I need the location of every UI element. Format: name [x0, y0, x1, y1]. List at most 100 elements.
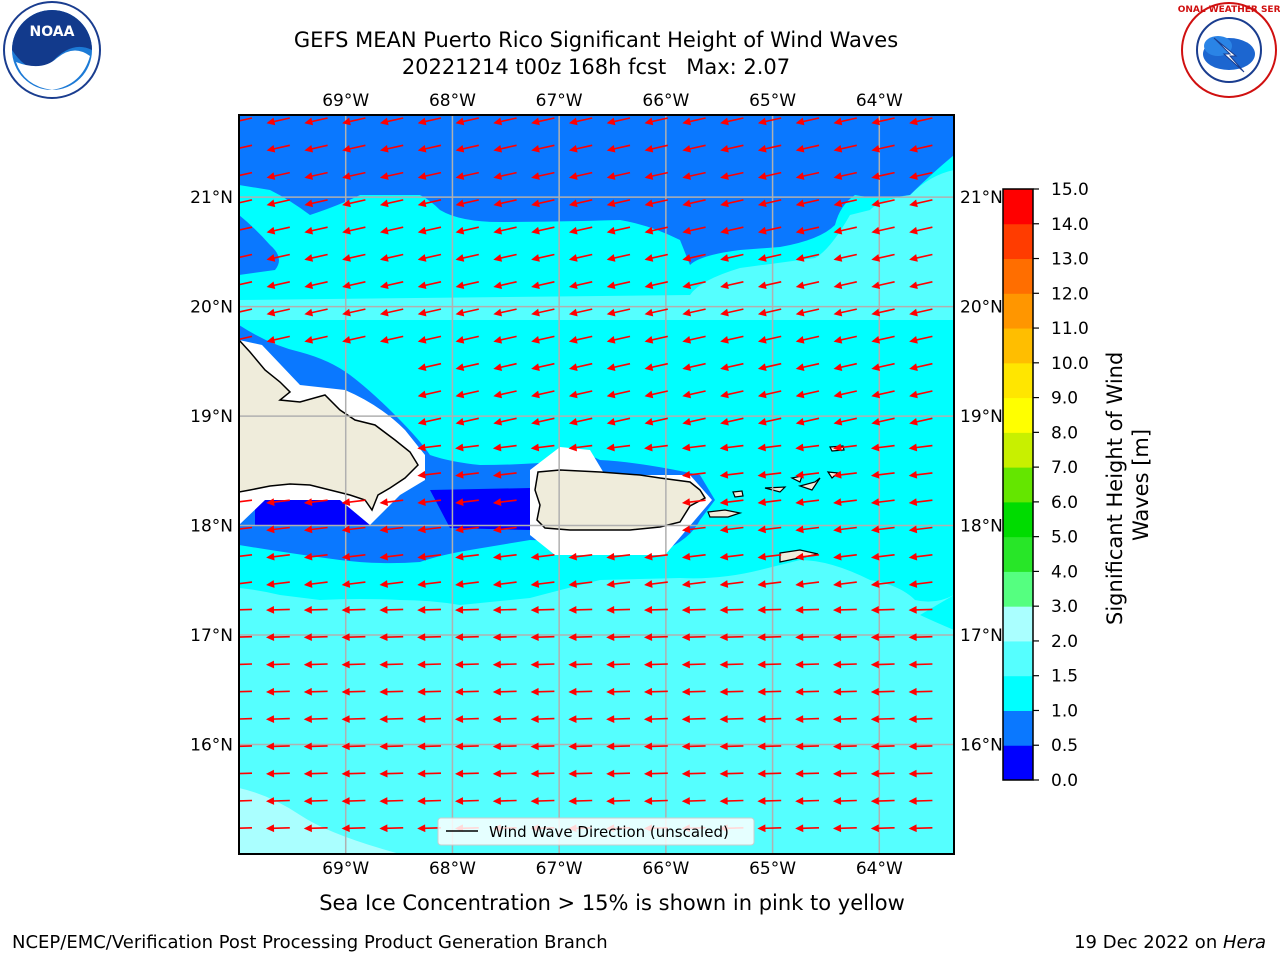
wave-direction-arrow — [644, 226, 668, 235]
lon-tick-label: 69°W — [322, 91, 369, 111]
wave-direction-arrow — [832, 687, 857, 696]
wave-direction-arrow — [530, 660, 555, 669]
wave-direction-arrow — [341, 797, 366, 805]
wave-direction-arrow — [493, 362, 517, 371]
wave-direction-arrow — [342, 117, 366, 126]
wave-direction-arrow — [454, 687, 479, 696]
wave-direction-arrow — [719, 580, 744, 588]
wave-direction-arrow — [720, 308, 744, 317]
wave-direction-arrow — [606, 199, 631, 208]
wave-direction-arrow — [643, 715, 668, 723]
island-vieques — [707, 509, 743, 518]
wave-direction-arrow — [681, 660, 706, 669]
wave-direction-arrow — [757, 769, 782, 778]
wave-direction-arrow — [757, 117, 782, 126]
colorbar — [1002, 188, 1034, 781]
wave-direction-arrow — [644, 144, 668, 153]
wave-direction-arrow — [531, 390, 555, 399]
wave-direction-arrow — [492, 498, 517, 506]
wave-direction-arrow — [568, 144, 593, 153]
wave-direction-arrow — [833, 362, 857, 371]
wave-direction-arrow — [795, 171, 820, 180]
wave-direction-arrow — [606, 552, 631, 561]
wave-direction-arrow — [757, 660, 782, 669]
wave-direction-arrow — [342, 226, 366, 235]
wave-direction-arrow — [341, 742, 366, 751]
wave-direction-arrow — [681, 580, 706, 588]
wave-direction-arrow — [239, 635, 253, 638]
colorbar-tick-label: 6.0 — [1051, 493, 1078, 513]
wave-direction-arrow — [568, 281, 593, 290]
wave-direction-arrow — [341, 687, 366, 696]
wave-direction-arrow — [833, 580, 857, 588]
wave-direction-arrow — [606, 687, 631, 696]
wave-direction-arrow — [239, 799, 253, 802]
wave-direction-arrow — [795, 498, 820, 506]
lat-tick-label-right: 19°N — [960, 407, 1003, 427]
colorbar-segment — [1003, 536, 1033, 572]
colorbar-label: Significant Height of Wind Waves [m] — [1103, 345, 1153, 625]
wave-direction-arrow — [455, 525, 479, 534]
wave-direction-arrow — [795, 470, 820, 479]
wave-direction-arrow — [303, 633, 328, 642]
wave-direction-arrow — [531, 199, 555, 208]
wave-direction-arrow — [833, 335, 857, 344]
lat-tick-label-left: 21°N — [190, 188, 233, 208]
wave-direction-arrow — [417, 417, 442, 426]
lon-tick-label: 65°W — [749, 859, 796, 879]
wave-direction-arrow — [266, 253, 290, 262]
wave-direction-arrow — [681, 498, 706, 506]
colorbar-tick-label: 7.0 — [1051, 458, 1078, 478]
wave-direction-arrow — [833, 281, 857, 290]
lon-tick-label: 64°W — [856, 91, 903, 111]
wave-direction-arrow — [417, 470, 442, 479]
wave-direction-arrow — [682, 253, 706, 262]
wave-direction-arrow — [832, 660, 857, 669]
land-hispaniola — [239, 338, 419, 512]
wave-direction-arrow — [682, 281, 706, 290]
wave-direction-arrow — [682, 335, 706, 344]
colorbar-frame — [1002, 188, 1034, 781]
wave-direction-arrow — [795, 144, 820, 153]
wave-direction-arrow — [304, 171, 328, 180]
colorbar-tick-label: 3.0 — [1051, 597, 1078, 617]
lat-tick-label-right: 21°N — [960, 188, 1003, 208]
wave-direction-arrow — [644, 171, 668, 180]
wave-direction-arrow — [643, 605, 668, 614]
lon-tick-label: 68°W — [429, 859, 476, 879]
wave-direction-arrow — [682, 199, 706, 208]
wave-direction-arrow — [492, 769, 517, 778]
wave-direction-arrow — [568, 362, 593, 371]
wave-direction-arrow — [719, 552, 744, 561]
wave-direction-arrow — [492, 715, 517, 723]
wave-direction-arrow — [795, 742, 820, 751]
wave-direction-arrow — [342, 199, 366, 208]
wave-direction-arrow — [379, 281, 404, 290]
wave-direction-arrow — [531, 226, 555, 235]
wave-direction-arrow — [239, 308, 253, 313]
wave-direction-arrow — [531, 171, 555, 180]
wave-direction-arrow — [795, 226, 820, 235]
wave-direction-arrow — [568, 226, 593, 235]
wave-direction-arrow — [531, 253, 555, 262]
wave-direction-arrow — [682, 171, 706, 180]
wave-direction-arrow — [454, 633, 479, 642]
wave-direction-arrow — [455, 144, 479, 153]
wave-direction-arrow — [833, 199, 857, 208]
wave-direction-arrow — [568, 580, 593, 588]
wave-direction-arrow — [908, 742, 933, 751]
wave-direction-arrow — [265, 742, 290, 751]
wave-direction-arrow — [757, 687, 782, 696]
wave-direction-arrow — [454, 797, 479, 805]
wave-direction-arrow — [681, 552, 706, 561]
wave-direction-arrow — [379, 253, 404, 262]
wave-direction-arrow — [303, 605, 328, 614]
wave-direction-arrow — [455, 390, 479, 399]
wave-direction-arrow — [341, 660, 366, 669]
wave-direction-arrow — [606, 417, 631, 426]
wave-direction-arrow — [643, 687, 668, 696]
wave-direction-arrow — [239, 745, 253, 748]
wave-direction-arrow — [265, 633, 290, 642]
wave-direction-arrow — [870, 633, 895, 642]
colorbar-tick-label: 9.0 — [1051, 389, 1078, 409]
